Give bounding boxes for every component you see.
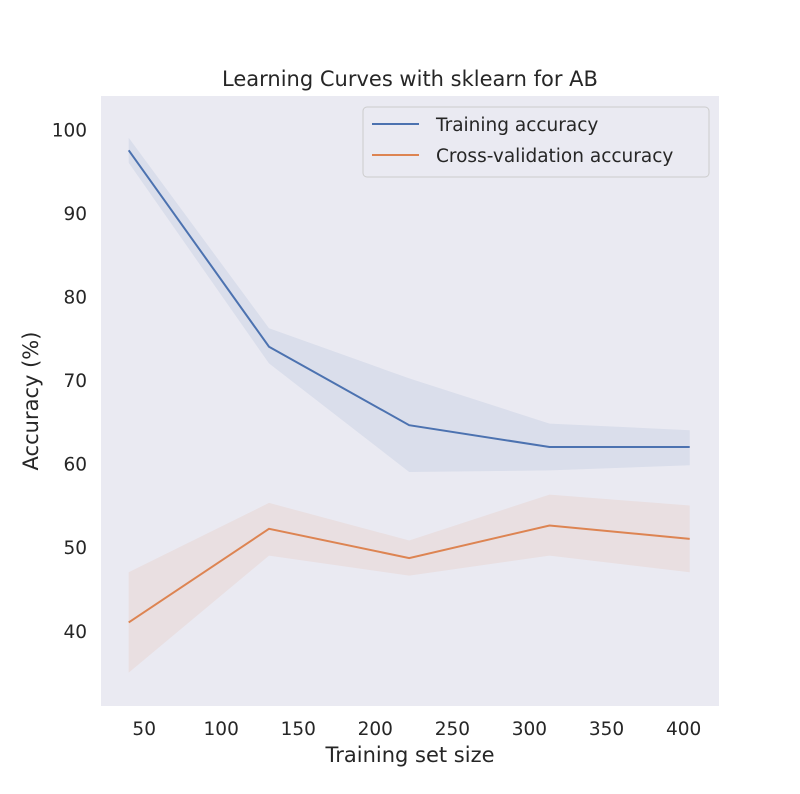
confidence-band-1 xyxy=(128,494,690,673)
x-tick-label: 300 xyxy=(512,719,547,740)
legend-label-cross-validation: Cross-validation accuracy xyxy=(436,146,673,167)
x-tick-label: 150 xyxy=(281,719,316,740)
x-tick-label: 200 xyxy=(358,719,393,740)
y-axis-label: Accuracy (%) xyxy=(19,332,43,471)
x-tick-label: 350 xyxy=(589,719,624,740)
x-tick-label: 400 xyxy=(666,719,701,740)
x-tick-label: 50 xyxy=(132,719,156,740)
y-tick-label: 80 xyxy=(63,288,87,309)
x-tick-labels: 50 100 150 200 250 300 350 400 xyxy=(132,719,701,740)
x-axis-label: Training set size xyxy=(324,743,494,767)
y-tick-label: 70 xyxy=(63,371,87,392)
y-tick-labels: 40 50 60 70 80 90 100 xyxy=(52,120,87,642)
y-tick-label: 40 xyxy=(63,622,87,643)
confidence-bands xyxy=(128,137,690,673)
x-tick-label: 100 xyxy=(204,719,239,740)
chart-title: Learning Curves with sklearn for AB xyxy=(222,67,598,91)
legend-label-training: Training accuracy xyxy=(435,115,598,136)
series-line-0 xyxy=(127,149,690,448)
x-tick-label: 250 xyxy=(435,719,470,740)
y-tick-label: 50 xyxy=(63,538,87,559)
series-lines xyxy=(127,149,690,624)
y-tick-label: 60 xyxy=(63,455,87,476)
legend: Training accuracy Cross-validation accur… xyxy=(362,106,710,178)
confidence-band-0 xyxy=(128,137,690,473)
legend-box xyxy=(362,106,710,178)
y-tick-label: 100 xyxy=(52,120,87,141)
plot-background xyxy=(101,96,719,706)
series-line-1 xyxy=(128,524,690,624)
y-tick-label: 90 xyxy=(63,204,87,225)
